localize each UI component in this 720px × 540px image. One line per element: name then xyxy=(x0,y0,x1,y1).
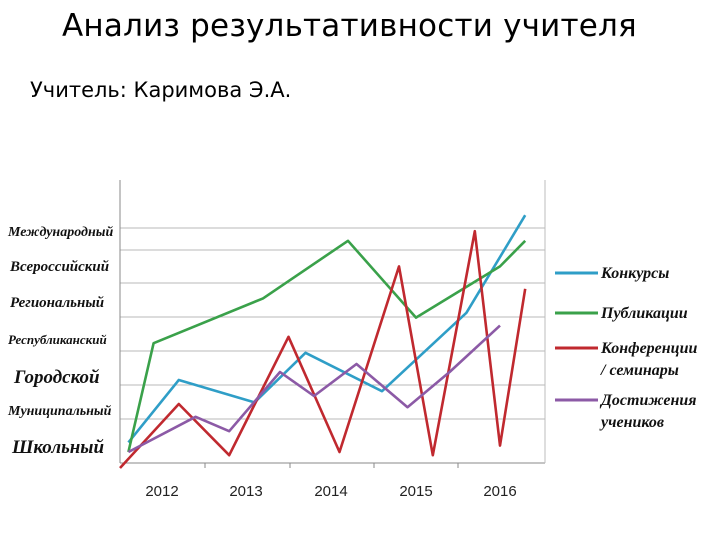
teacher-subtitle: Учитель: Каримова Э.А. xyxy=(30,78,292,102)
x-tick-label: 2015 xyxy=(399,483,432,500)
legend-label-4: Достижения учеников xyxy=(599,392,697,431)
x-tick-label: 2012 xyxy=(145,483,178,500)
y-tick-labels: Школьный Муниципальный Городской Республика… xyxy=(7,225,113,458)
legend-label-1: Конкурсы xyxy=(600,265,669,282)
y-tick-label: Школьный xyxy=(11,437,104,458)
series-line-3 xyxy=(119,229,527,469)
legend-label-2: Публикации xyxy=(600,305,688,322)
chart-axes xyxy=(119,180,546,468)
series-line-4 xyxy=(127,324,501,454)
y-tick-label: Региональный xyxy=(10,295,104,311)
y-tick-label: Муниципальный xyxy=(7,404,112,419)
y-tick-label: Республиканский xyxy=(8,332,107,347)
series-lines xyxy=(119,214,527,469)
y-tick-label: Городской xyxy=(13,367,100,388)
x-tick-labels: 2012 2013 2014 2015 2016 xyxy=(145,483,516,500)
legend: Конкурсы Публикации Конференции / семинары Д… xyxy=(555,265,697,431)
legend-label-3: Конференции / семинары xyxy=(600,340,697,379)
x-tick-label: 2016 xyxy=(483,483,516,500)
grid-lines xyxy=(120,227,545,420)
y-tick-label: Международный xyxy=(7,225,113,240)
page-title: Анализ результативности учителя xyxy=(62,8,637,44)
y-tick-label: Всероссийский xyxy=(9,259,109,275)
series-line-2 xyxy=(127,239,527,453)
x-tick-label: 2014 xyxy=(314,483,347,500)
x-tick-label: 2013 xyxy=(229,483,262,500)
series-line-1 xyxy=(127,214,527,444)
